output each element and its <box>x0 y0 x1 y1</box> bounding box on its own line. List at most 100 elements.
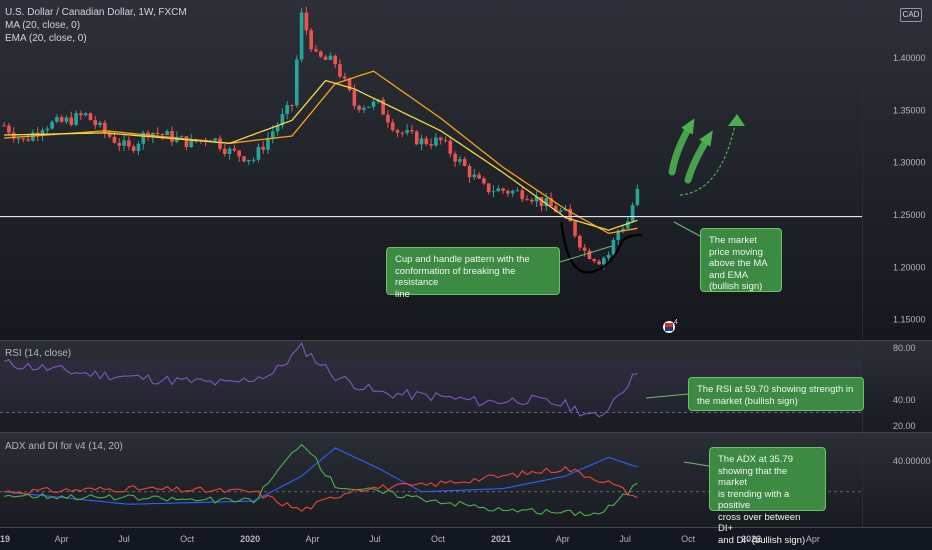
candle-body <box>578 235 582 248</box>
candle-body <box>458 159 462 162</box>
candle <box>390 119 395 132</box>
candle <box>165 129 170 136</box>
candle <box>242 155 246 163</box>
candle-body <box>160 133 165 136</box>
candle <box>400 131 405 137</box>
candle <box>333 54 337 69</box>
candle <box>592 258 597 264</box>
candle <box>597 259 601 265</box>
adx-pane-label[interactable]: ADX and DI for v4 (14, 20) <box>5 441 123 452</box>
candle <box>530 197 534 205</box>
candle-body <box>400 132 405 134</box>
rsi-pane-label[interactable]: RSI (14, close) <box>5 348 72 359</box>
candle-body <box>520 190 525 200</box>
candle-body <box>299 12 304 60</box>
currency-button[interactable]: CAD <box>900 8 922 22</box>
candle <box>419 134 424 151</box>
candle <box>79 110 83 121</box>
candle <box>338 59 342 79</box>
di-plus-line <box>3 443 638 517</box>
price-tick-label: 1.20000 <box>893 262 926 272</box>
candle <box>223 144 227 157</box>
candle-body <box>59 117 64 122</box>
candle-body <box>227 148 232 154</box>
candle <box>251 157 256 164</box>
candle-body <box>83 113 88 116</box>
candle <box>539 196 544 212</box>
arrow-dashed <box>679 124 736 196</box>
candle-body <box>323 56 328 60</box>
candle-body <box>40 130 45 136</box>
candle-body <box>386 114 390 123</box>
candle <box>237 149 242 162</box>
candle-body <box>314 49 318 52</box>
candle <box>98 120 102 128</box>
bullish-arrow-1 <box>668 118 695 176</box>
candle-body <box>597 261 601 265</box>
candle-body <box>606 254 611 258</box>
rsi-tick-label: 40.00 <box>893 395 916 405</box>
symbol-title: U.S. Dollar / Canadian Dollar, 1W, FXCM <box>5 7 187 18</box>
candle-body <box>179 136 184 138</box>
adx-line <box>4 447 638 505</box>
candle <box>270 125 275 144</box>
candle <box>299 7 304 63</box>
candle-body <box>237 150 242 157</box>
candle-body <box>7 125 11 133</box>
candle-body <box>294 59 299 106</box>
di-minus-line <box>3 466 638 512</box>
candle <box>472 168 477 180</box>
candle <box>558 207 563 214</box>
ema-legend[interactable]: EMA (20, close, 0) <box>5 33 87 44</box>
candle <box>496 185 501 192</box>
candle <box>127 136 131 150</box>
candle-body <box>2 125 6 127</box>
candle-body <box>98 122 102 126</box>
candle-body <box>93 120 98 126</box>
candle-body <box>496 188 501 192</box>
candle-body <box>79 113 83 116</box>
candle <box>16 136 21 144</box>
candle-body <box>611 240 616 255</box>
ma-ema-note: The market price moving above the MA and… <box>700 228 782 292</box>
legend: U.S. Dollar / Canadian Dollar, 1W, FXCM … <box>5 6 187 45</box>
candle <box>414 130 419 146</box>
candle-body <box>122 140 126 146</box>
ma-legend[interactable]: MA (20, close, 0) <box>5 20 81 31</box>
time-axis-label: Jul <box>619 534 631 544</box>
candle <box>261 141 265 154</box>
candle-body <box>141 132 146 144</box>
candle-body <box>539 196 544 207</box>
candle <box>69 111 74 127</box>
candle <box>458 155 462 165</box>
candle-body <box>621 228 625 231</box>
candle <box>45 126 50 134</box>
candle <box>405 124 409 136</box>
candle <box>246 159 251 166</box>
ma-line <box>4 70 638 234</box>
candle-body <box>587 250 592 260</box>
candle <box>328 52 333 61</box>
candle-body <box>155 132 160 134</box>
candle-body <box>26 139 30 141</box>
event-flag-stripe <box>665 323 673 327</box>
cup-handle-curve <box>560 221 643 274</box>
candle-body <box>69 117 74 125</box>
candle-body <box>256 146 261 160</box>
time-axis-label: Oct <box>180 534 195 544</box>
candle <box>477 171 481 180</box>
candle <box>74 110 78 127</box>
candle-body <box>218 138 222 149</box>
price-tick-label: 1.25000 <box>893 210 926 220</box>
candle-body <box>371 101 376 107</box>
candle <box>525 195 529 201</box>
candle-body <box>626 221 630 229</box>
candle <box>275 122 280 136</box>
candle-body <box>16 138 21 140</box>
candle-body <box>501 188 505 191</box>
candle-body <box>405 130 409 133</box>
candle-body <box>261 146 265 150</box>
candle-body <box>554 206 558 212</box>
candle <box>280 108 285 129</box>
candle <box>587 248 592 260</box>
